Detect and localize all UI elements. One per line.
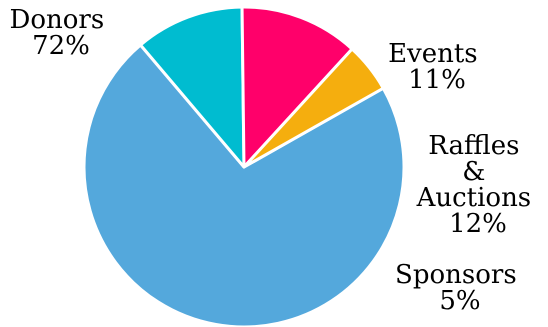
pie-slices — [82, 5, 406, 327]
label-donors-percent: 72% — [32, 31, 90, 61]
label-raffles-percent: 12% — [449, 209, 507, 239]
label-sponsors: Sponsors 5% — [395, 260, 525, 316]
pie-slice-sponsors — [242, 47, 385, 169]
pie-slice-raffles-auctions — [240, 5, 354, 169]
label-raffles-name-3: Auctions — [416, 183, 532, 213]
label-raffles-name-1: Raffles — [428, 131, 519, 161]
label-raffles-auctions: Raffles & Auctions 12% — [416, 131, 540, 239]
label-events-name: Events — [388, 39, 478, 69]
label-donors: Donors 72% — [10, 5, 113, 61]
label-sponsors-percent: 5% — [439, 286, 480, 316]
pie-slice-events — [139, 5, 246, 169]
label-events-percent: 11% — [408, 65, 466, 95]
label-donors-name: Donors — [10, 5, 105, 35]
label-raffles-name-2: & — [462, 157, 485, 187]
label-sponsors-name: Sponsors — [395, 260, 517, 290]
label-events: Events 11% — [388, 39, 486, 95]
pie-slice-donors — [82, 43, 406, 327]
